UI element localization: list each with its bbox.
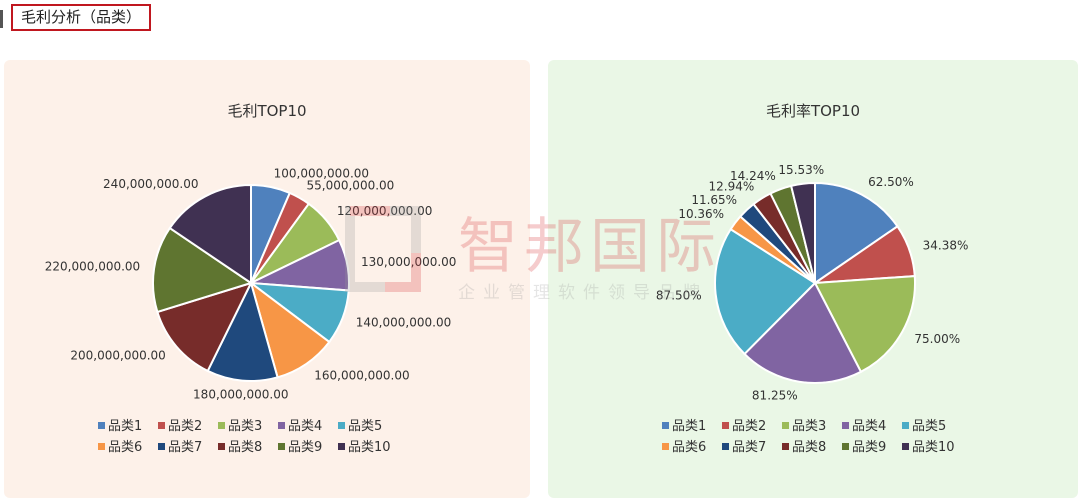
data-label: 34.38%	[923, 238, 969, 252]
data-label: 15.53%	[778, 163, 824, 177]
data-label: 180,000,000.00	[193, 388, 288, 402]
pie-slice	[789, 181, 816, 284]
section-marker	[0, 10, 3, 28]
section-title: 毛利分析（品类）	[11, 4, 152, 31]
pie-slice	[743, 281, 863, 384]
pie-slice	[813, 275, 916, 374]
legend-swatch	[158, 422, 165, 429]
data-label: 81.25%	[752, 389, 798, 403]
legend-label: 品类5	[912, 419, 946, 434]
data-label: 75.00%	[914, 332, 960, 346]
data-label: 10.36%	[678, 207, 724, 221]
legend-swatch	[218, 443, 225, 450]
legend-swatch	[218, 422, 225, 429]
legend-swatch	[338, 443, 345, 450]
data-label: 220,000,000.00	[45, 260, 140, 274]
pie-slice	[206, 280, 279, 382]
data-label: 14.24%	[730, 169, 776, 183]
legend-label: 品类1	[672, 419, 706, 434]
legend-swatch	[158, 443, 165, 450]
legend-swatch	[842, 422, 849, 429]
legend-label: 品类9	[288, 440, 322, 455]
legend-swatch	[902, 443, 909, 450]
legend-label: 品类7	[732, 440, 766, 455]
legend-swatch	[782, 443, 789, 450]
data-label: 55,000,000.00	[307, 179, 395, 193]
pie-slice	[152, 226, 254, 314]
data-label: 160,000,000.00	[314, 368, 409, 382]
legend-label: 品类6	[672, 440, 706, 455]
legend-swatch	[98, 422, 105, 429]
data-label: 130,000,000.00	[361, 255, 456, 269]
legend-label: 品类1	[108, 419, 142, 434]
data-label: 140,000,000.00	[356, 316, 451, 330]
legend-swatch	[722, 422, 729, 429]
data-label: 200,000,000.00	[70, 349, 165, 363]
data-label: 87.50%	[656, 289, 702, 303]
chart-title: 毛利率TOP10	[766, 102, 860, 120]
legend-label: 品类6	[108, 440, 142, 455]
data-label: 120,000,000.00	[337, 204, 432, 218]
legend-swatch	[722, 443, 729, 450]
legend-label: 品类5	[348, 419, 382, 434]
data-label: 11.65%	[691, 193, 737, 207]
legend-swatch	[278, 443, 285, 450]
legend-label: 品类4	[852, 419, 886, 434]
data-label: 62.50%	[868, 175, 914, 189]
data-label: 100,000,000.00	[274, 166, 369, 180]
legend-swatch	[842, 443, 849, 450]
legend-label: 品类2	[732, 419, 766, 434]
legend-label: 品类3	[792, 419, 826, 434]
pie-slice	[814, 181, 899, 285]
legend-swatch	[278, 422, 285, 429]
legend-label: 品类8	[228, 440, 262, 455]
legend-swatch	[338, 422, 345, 429]
legend-label: 品类4	[288, 419, 322, 434]
chart-title: 毛利TOP10	[227, 102, 306, 120]
legend-label: 品类3	[228, 419, 262, 434]
legend-swatch	[902, 422, 909, 429]
legend-label: 品类10	[348, 440, 391, 455]
legend-label: 品类9	[852, 440, 886, 455]
legend-swatch	[662, 443, 669, 450]
legend-label: 品类8	[792, 440, 826, 455]
pie-slice	[714, 227, 817, 356]
legend-swatch	[662, 422, 669, 429]
legend-swatch	[782, 422, 789, 429]
pie-slice	[168, 183, 252, 285]
legend-label: 品类2	[168, 419, 202, 434]
legend-swatch	[98, 443, 105, 450]
data-label: 240,000,000.00	[103, 177, 198, 191]
legend-label: 品类7	[168, 440, 202, 455]
legend-label: 品类10	[912, 440, 955, 455]
data-label: 12.94%	[709, 180, 755, 194]
